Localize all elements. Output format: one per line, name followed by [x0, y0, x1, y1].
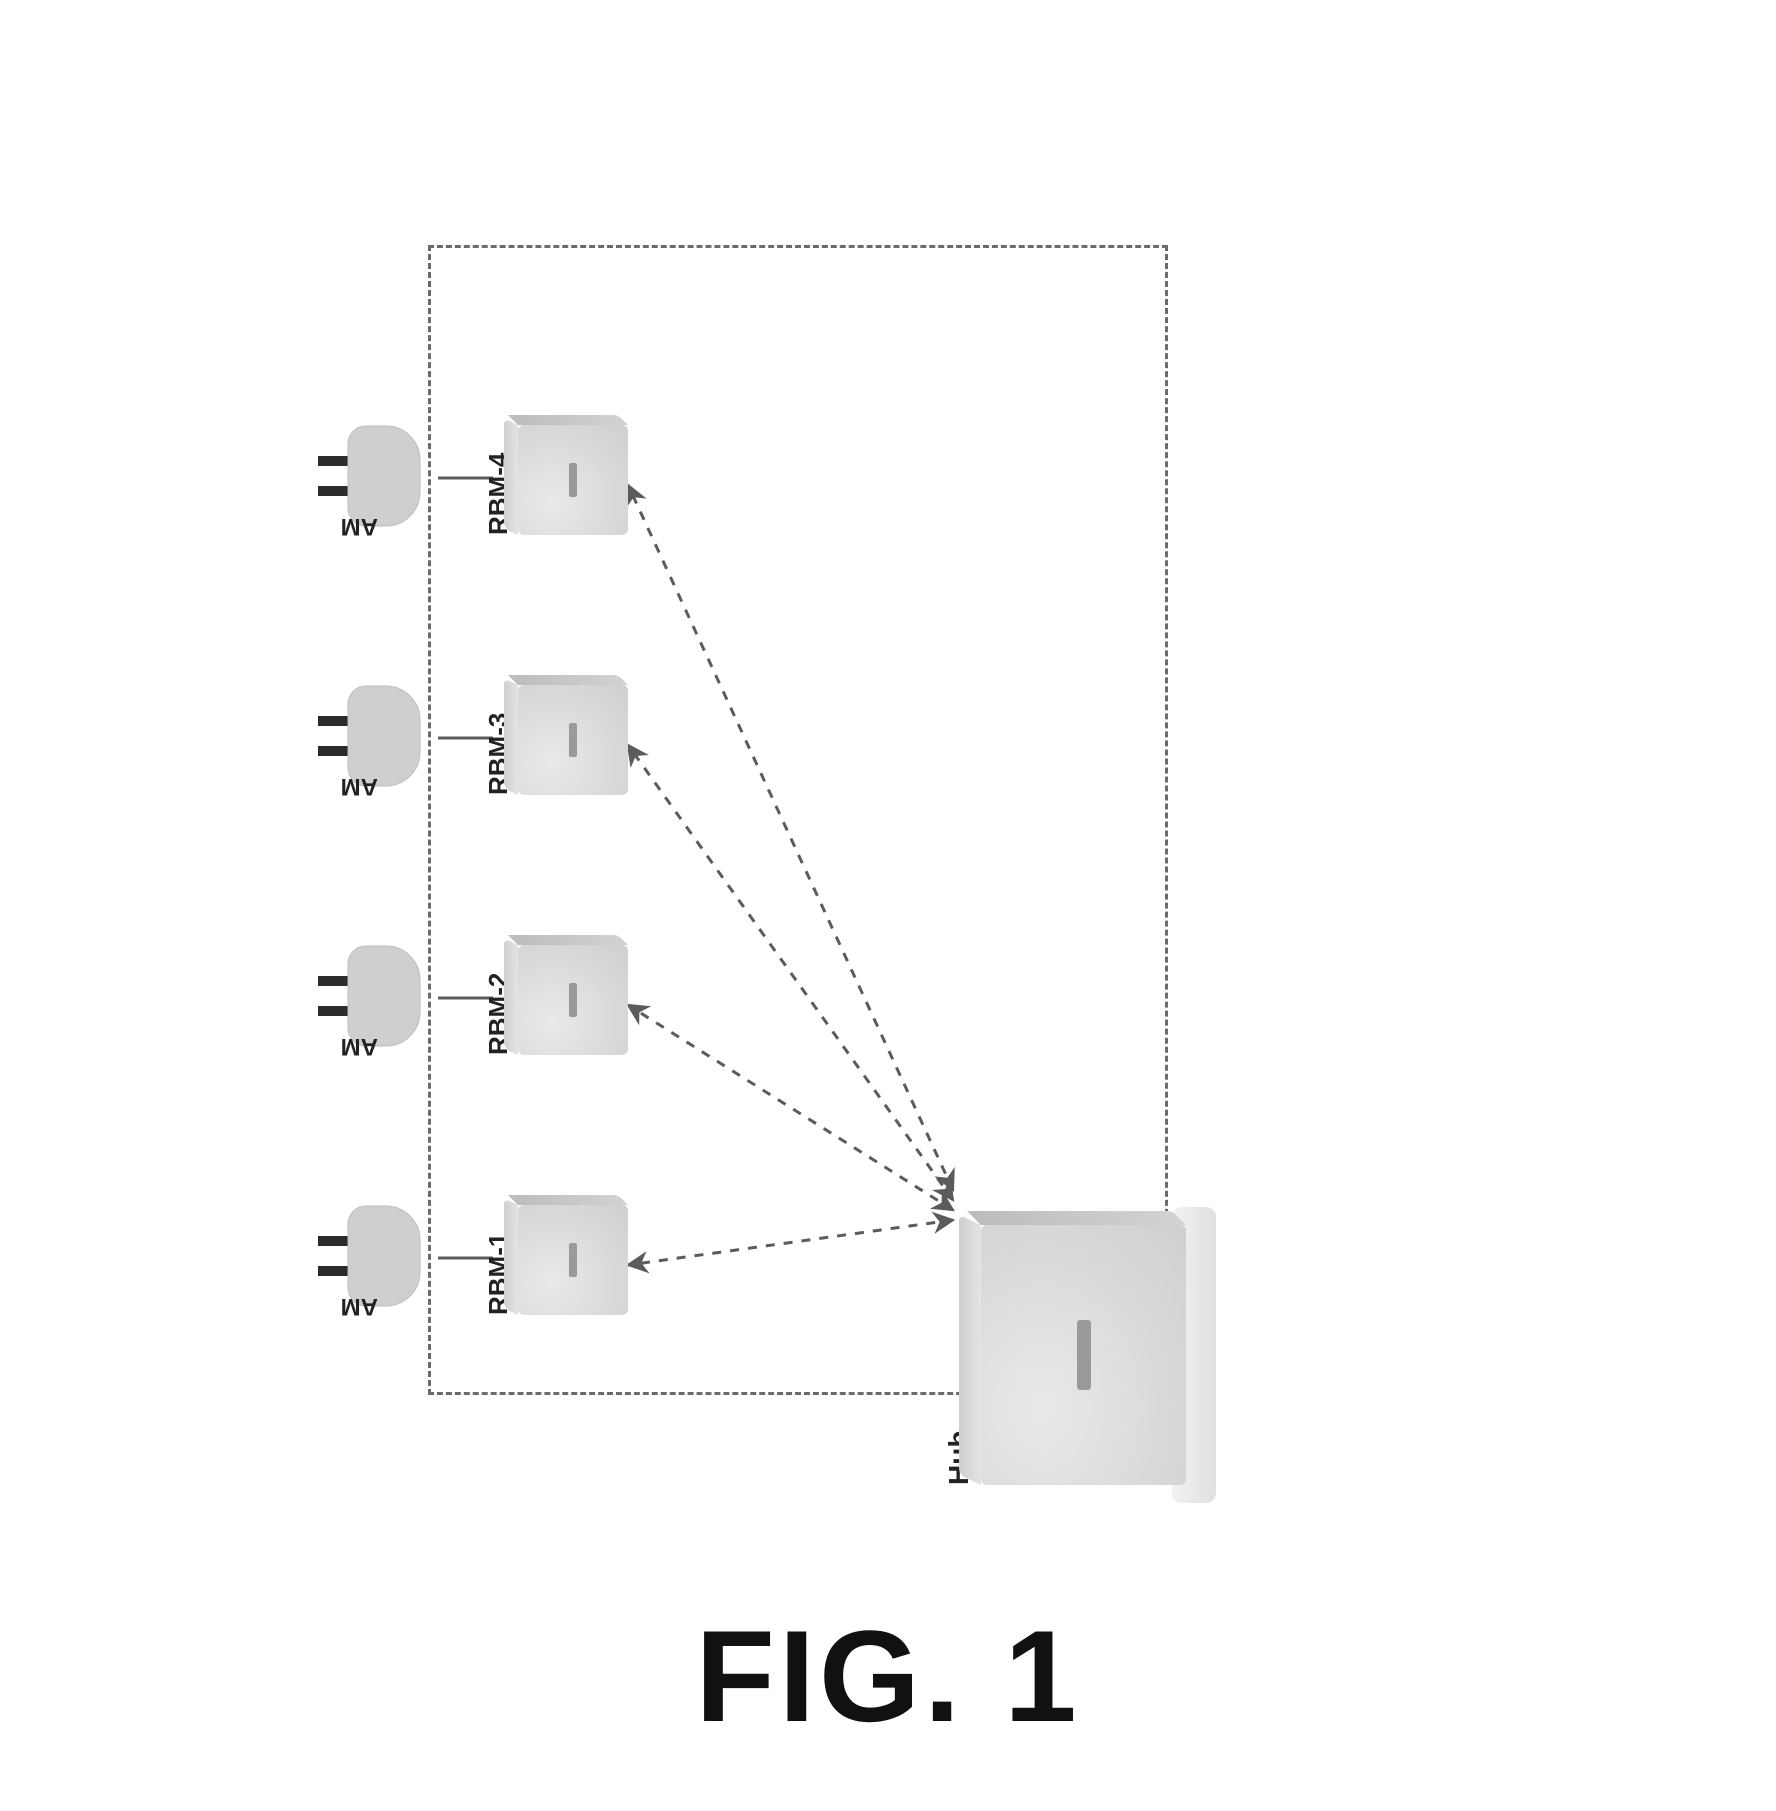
- rbm-icon: [518, 945, 628, 1055]
- rbm-icon: [518, 1205, 628, 1315]
- plug-icon: [318, 1198, 438, 1308]
- rbm-node-2: RBM-2: [483, 945, 628, 1055]
- hub-icon: [981, 1225, 1186, 1485]
- plug-icon: [318, 418, 438, 528]
- am-label: AM: [341, 772, 378, 800]
- rbm-icon: [518, 685, 628, 795]
- plug-icon: [318, 678, 438, 788]
- rbm-node-3: RBM-3: [483, 685, 628, 795]
- am-label: AM: [341, 1292, 378, 1320]
- figure-label: FIG. 1: [695, 1601, 1080, 1751]
- am-label: AM: [341, 512, 378, 540]
- rbm-node-4: RBM-4: [483, 425, 628, 535]
- diagram-rotated-group: Hub RBM-1 RBM-2 RBM-3: [338, 115, 1438, 1515]
- am-node-4: AM: [318, 418, 438, 528]
- plug-icon: [318, 938, 438, 1048]
- figure-canvas: Hub RBM-1 RBM-2 RBM-3: [0, 0, 1776, 1811]
- rbm-icon: [518, 425, 628, 535]
- am-label: AM: [341, 1032, 378, 1060]
- am-node-1: AM: [318, 1198, 438, 1308]
- am-node-2: AM: [318, 938, 438, 1048]
- am-node-3: AM: [318, 678, 438, 788]
- rbm-node-1: RBM-1: [483, 1205, 628, 1315]
- hub-node: Hub: [943, 1225, 1186, 1485]
